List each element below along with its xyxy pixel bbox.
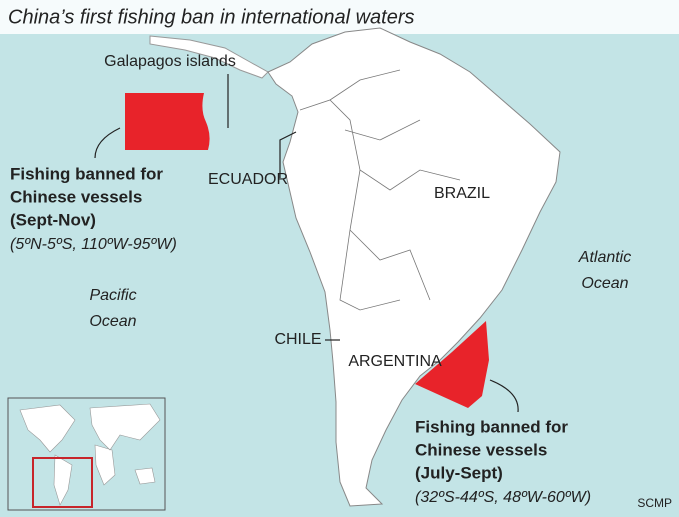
zone-title: Fishing banned for xyxy=(415,417,568,436)
label-brazil: BRAZIL xyxy=(434,185,490,202)
label-ecuador: ECUADOR xyxy=(208,171,288,188)
south-america xyxy=(267,27,561,507)
title: China’s first fishing ban in internation… xyxy=(8,6,415,28)
leader-zone-north xyxy=(94,127,121,159)
label-galapagos: Galapagos islands xyxy=(104,53,236,70)
zone-title: (Sept-Nov) xyxy=(10,210,96,229)
ban-zone-north xyxy=(125,93,210,150)
title-bar xyxy=(0,0,679,34)
borders xyxy=(299,69,461,311)
zone-coords: (32ºS-44ºS, 48ºW-60ºW) xyxy=(415,489,591,506)
zone-title: Chinese vessels xyxy=(10,187,142,206)
label-pacific: Pacific xyxy=(89,287,136,304)
central-america xyxy=(149,35,269,79)
label-argentina: ARGENTINA xyxy=(348,353,442,370)
ban-zone-south xyxy=(415,321,489,408)
zone-title: Chinese vessels xyxy=(415,440,547,459)
label-atlantic: Atlantic xyxy=(578,249,631,266)
source: SCMP xyxy=(637,496,672,510)
label-chile: CHILE xyxy=(274,331,321,348)
label-pacific: Ocean xyxy=(89,313,136,330)
leader-ecuador xyxy=(279,131,297,178)
leader-zone-south xyxy=(489,379,519,413)
zone-title: (July-Sept) xyxy=(415,463,503,482)
zone-title: Fishing banned for xyxy=(10,164,163,183)
zone-coords: (5ºN-5ºS, 110ºW-95ºW) xyxy=(10,236,177,253)
label-atlantic: Ocean xyxy=(581,275,628,292)
inset-map xyxy=(7,397,166,511)
